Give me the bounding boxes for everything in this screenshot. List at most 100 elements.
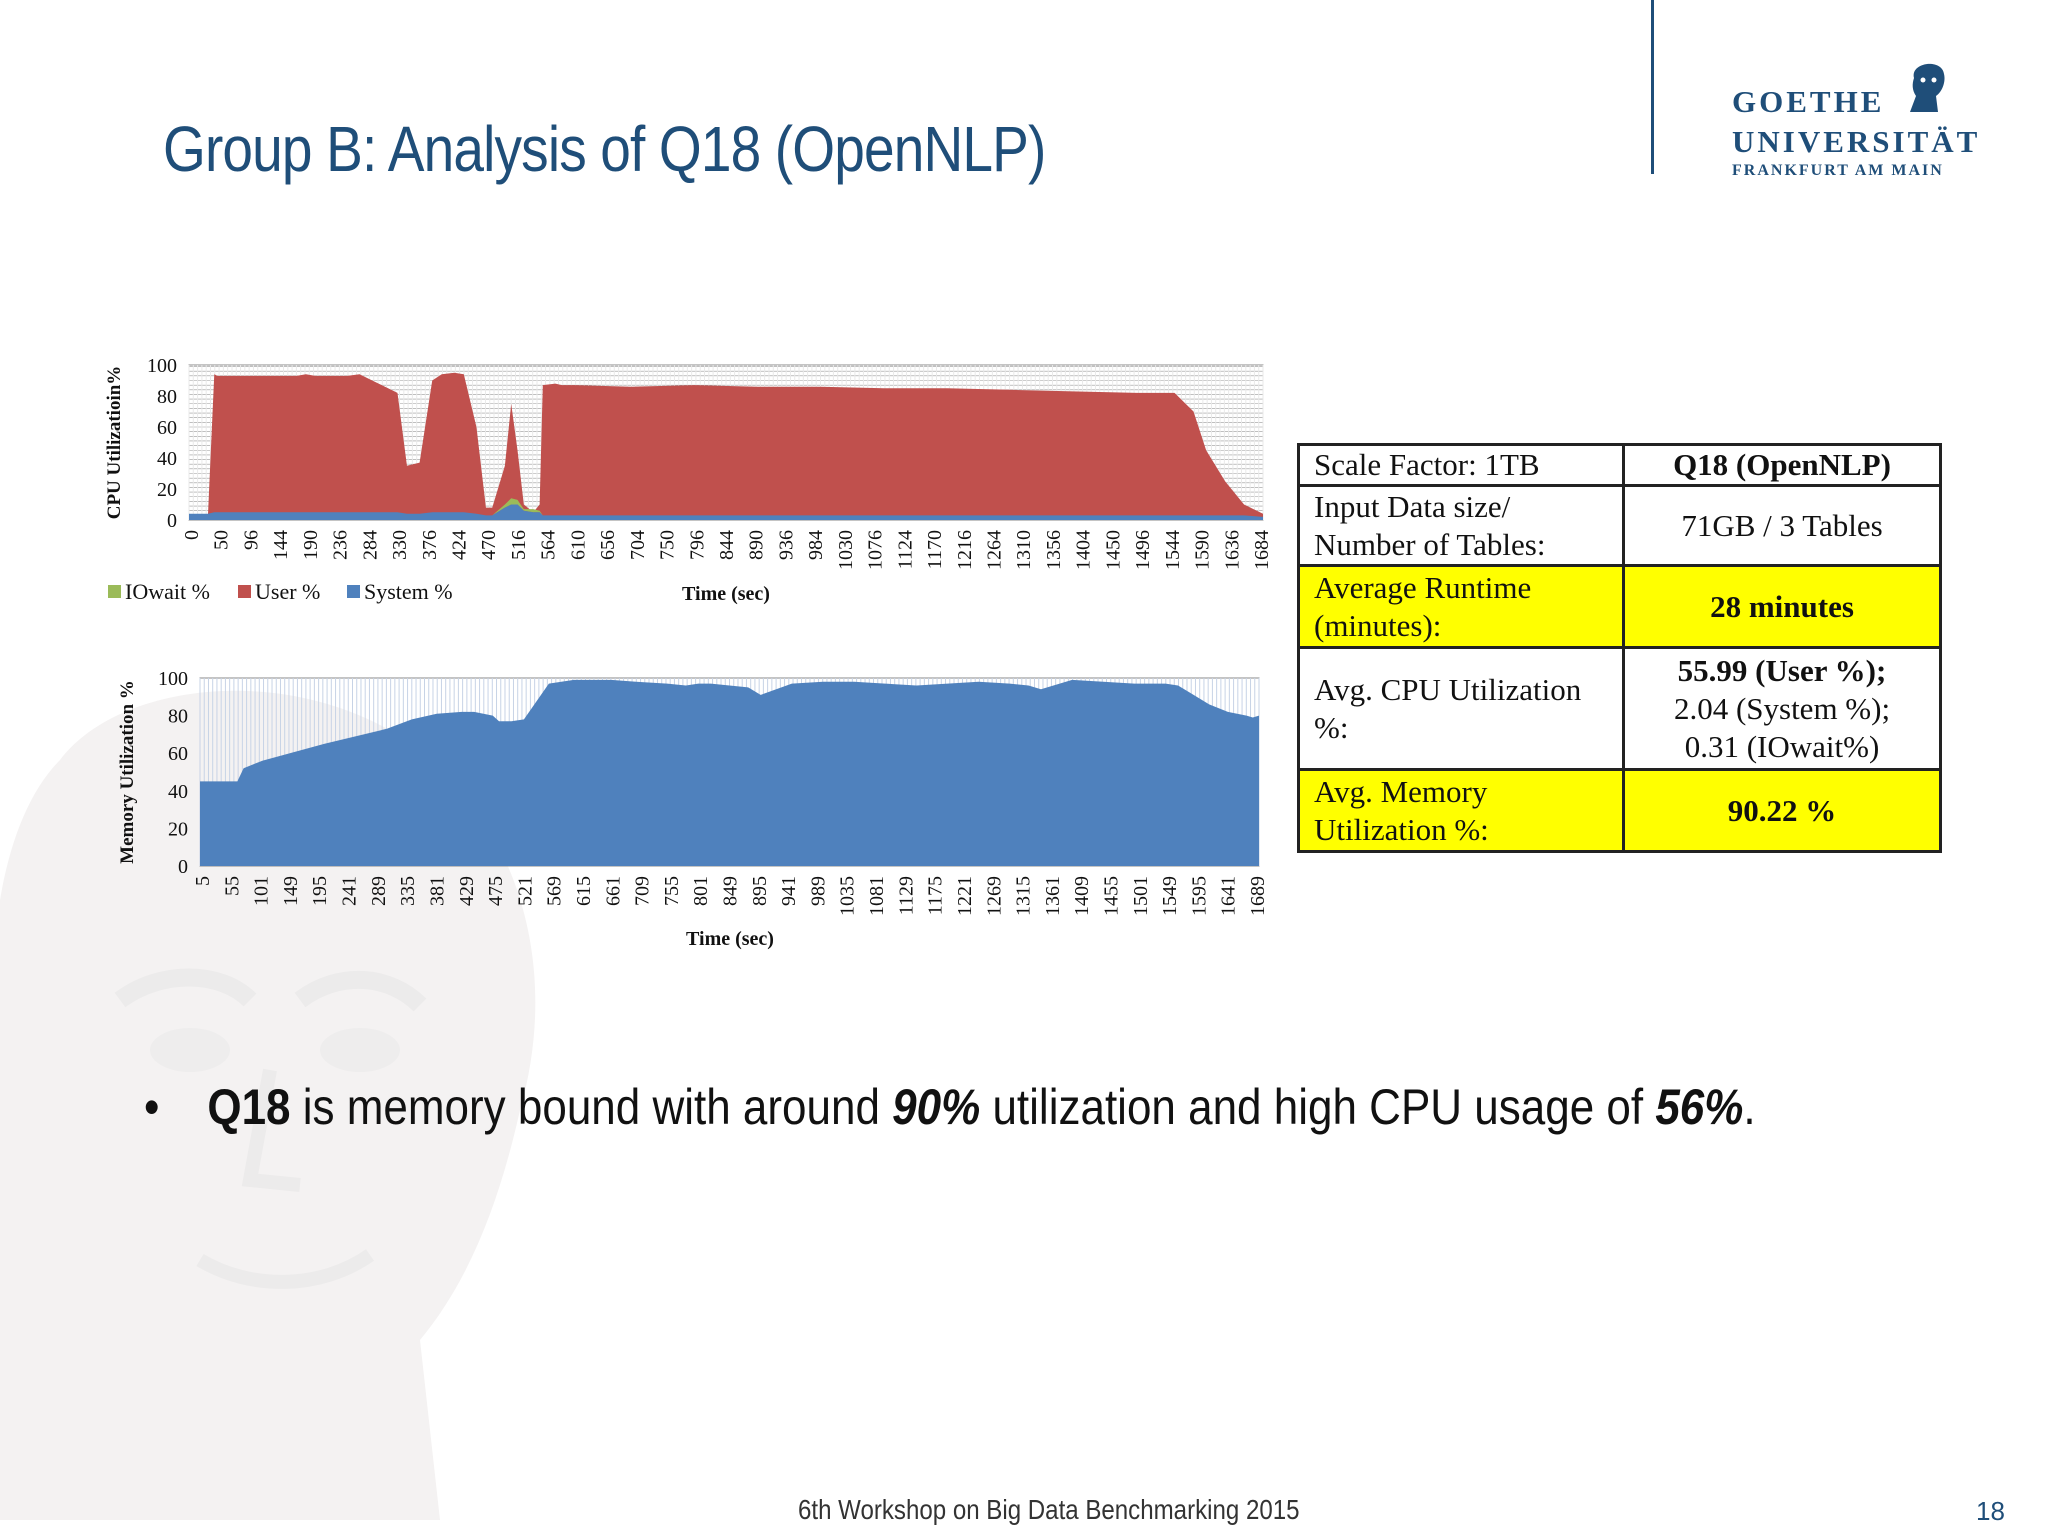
y-tick-label: 0 bbox=[178, 856, 188, 878]
bullet-text-end: . bbox=[1743, 1079, 1756, 1135]
x-tick-label: 284 bbox=[359, 530, 381, 560]
y-axis-title: Memory Utilization % bbox=[117, 680, 138, 864]
y-tick-label: 100 bbox=[158, 668, 188, 690]
x-tick-label: 1310 bbox=[1013, 530, 1035, 570]
x-axis-title: Time (sec) bbox=[686, 928, 774, 950]
series-user-area bbox=[189, 372, 1263, 520]
bullet-marker: • bbox=[144, 1079, 160, 1135]
x-tick-label: 96 bbox=[240, 530, 262, 550]
x-tick-label: 0 bbox=[181, 530, 203, 540]
table-cell-label: Average Runtime (minutes): bbox=[1297, 564, 1625, 649]
x-tick-label: 1496 bbox=[1132, 530, 1154, 570]
y-tick-label: 80 bbox=[168, 706, 188, 728]
x-tick-label: 424 bbox=[449, 530, 471, 560]
goethe-portrait-icon bbox=[1910, 63, 1945, 112]
x-tick-label: 1170 bbox=[924, 530, 946, 569]
y-tick-label: 0 bbox=[167, 510, 177, 532]
x-tick-label: 936 bbox=[775, 530, 797, 560]
x-tick-label: 615 bbox=[573, 876, 595, 906]
x-tick-label: 470 bbox=[478, 530, 500, 560]
x-tick-label: 1641 bbox=[1218, 876, 1240, 916]
table-cell-label: Avg. Memory Utilization %: bbox=[1297, 768, 1625, 853]
table-row: Avg. Memory Utilization %: 90.22 % bbox=[1297, 768, 1942, 853]
x-tick-label: 1216 bbox=[954, 530, 976, 570]
x-tick-label: 895 bbox=[749, 876, 771, 906]
x-tick-label: 241 bbox=[339, 876, 361, 906]
bullet-text-1: is memory bound with around bbox=[290, 1079, 893, 1135]
x-tick-label: 335 bbox=[397, 876, 419, 906]
goethe-watermark bbox=[0, 690, 536, 1520]
series-memory-area bbox=[200, 679, 1259, 866]
x-tick-label: 1129 bbox=[895, 876, 917, 915]
table-cell-value: 28 minutes bbox=[1622, 564, 1942, 649]
logo-line-1: GOETHE bbox=[1732, 84, 1885, 119]
x-tick-label: 656 bbox=[597, 530, 619, 560]
x-tick-label: 376 bbox=[419, 530, 441, 560]
legend-swatch bbox=[108, 585, 121, 598]
cpu-user-value: 55.99 (User %); bbox=[1677, 652, 1887, 688]
x-tick-label: 704 bbox=[627, 530, 649, 560]
x-tick-label: 381 bbox=[426, 876, 448, 906]
x-tick-label: 1501 bbox=[1130, 876, 1152, 916]
x-tick-label: 55 bbox=[221, 876, 243, 896]
y-tick-label: 40 bbox=[168, 781, 188, 803]
logo-divider bbox=[1651, 0, 1654, 174]
bullet-emphasis-memory: 90% bbox=[892, 1079, 981, 1135]
x-tick-label: 1590 bbox=[1192, 530, 1214, 570]
x-tick-label: 1269 bbox=[983, 876, 1005, 916]
x-tick-label: 149 bbox=[280, 876, 302, 906]
x-tick-label: 661 bbox=[602, 876, 624, 906]
x-tick-label: 1124 bbox=[894, 530, 916, 569]
x-tick-label: 941 bbox=[778, 876, 800, 906]
x-tick-label: 709 bbox=[632, 876, 654, 906]
cpu-system-value: 2.04 (System %); bbox=[1673, 690, 1891, 726]
legend-label: IOwait % bbox=[125, 579, 210, 604]
x-tick-label: 1455 bbox=[1100, 876, 1122, 916]
x-tick-label: 330 bbox=[389, 530, 411, 560]
x-tick-label: 289 bbox=[368, 876, 390, 906]
x-tick-label: 1076 bbox=[865, 530, 887, 570]
x-tick-label: 1404 bbox=[1073, 530, 1095, 570]
x-tick-label: 750 bbox=[657, 530, 679, 560]
x-tick-label: 5 bbox=[192, 876, 214, 886]
y-tick-label: 40 bbox=[157, 448, 177, 470]
x-tick-label: 796 bbox=[686, 530, 708, 560]
x-tick-label: 1081 bbox=[866, 876, 888, 916]
x-tick-label: 101 bbox=[251, 876, 273, 906]
x-tick-label: 144 bbox=[270, 530, 292, 560]
bullet-emphasis-cpu: 56% bbox=[1655, 1079, 1744, 1135]
bullet-point: • Q18 is memory bound with around 90% uti… bbox=[144, 1078, 1756, 1136]
x-tick-label: 1409 bbox=[1071, 876, 1093, 916]
x-tick-label: 564 bbox=[538, 530, 560, 560]
y-tick-label: 80 bbox=[157, 386, 177, 408]
x-tick-label: 569 bbox=[544, 876, 566, 906]
x-tick-label: 755 bbox=[661, 876, 683, 906]
table-cell-label: Scale Factor: 1TB bbox=[1297, 443, 1625, 487]
table-row: Average Runtime (minutes): 28 minutes bbox=[1297, 564, 1942, 649]
x-tick-label: 190 bbox=[300, 530, 322, 560]
table-cell-value: 90.22 % bbox=[1622, 768, 1942, 853]
x-tick-label: 610 bbox=[567, 530, 589, 560]
x-tick-label: 1450 bbox=[1102, 530, 1124, 570]
x-tick-label: 1361 bbox=[1042, 876, 1064, 916]
bullet-text-2: utilization and high CPU usage of bbox=[980, 1079, 1656, 1135]
x-tick-label: 429 bbox=[456, 876, 478, 906]
table-cell-label: Avg. CPU Utilization %: bbox=[1297, 646, 1625, 771]
table-cell-value: 55.99 (User %); 2.04 (System %); 0.31 (I… bbox=[1622, 646, 1942, 771]
table-cell-value: 71GB / 3 Tables bbox=[1622, 484, 1942, 567]
legend-swatch bbox=[347, 585, 360, 598]
x-tick-label: 475 bbox=[485, 876, 507, 906]
y-tick-label: 100 bbox=[147, 355, 177, 377]
x-tick-label: 1684 bbox=[1251, 530, 1273, 570]
y-tick-label: 20 bbox=[168, 818, 188, 840]
x-tick-label: 1035 bbox=[837, 876, 859, 916]
x-tick-label: 890 bbox=[746, 530, 768, 560]
x-tick-label: 1356 bbox=[1043, 530, 1065, 570]
x-tick-label: 236 bbox=[330, 530, 352, 560]
x-tick-label: 1549 bbox=[1159, 876, 1181, 916]
legend-label: System % bbox=[364, 579, 453, 604]
cpu-utilization-chart: 0 20 40 60 80 100 0 50 96 144 190 236 284 330 376 424 47… bbox=[104, 355, 1273, 605]
table-row: Avg. CPU Utilization %: 55.99 (User %); … bbox=[1297, 646, 1942, 771]
x-tick-label: 844 bbox=[716, 530, 738, 560]
